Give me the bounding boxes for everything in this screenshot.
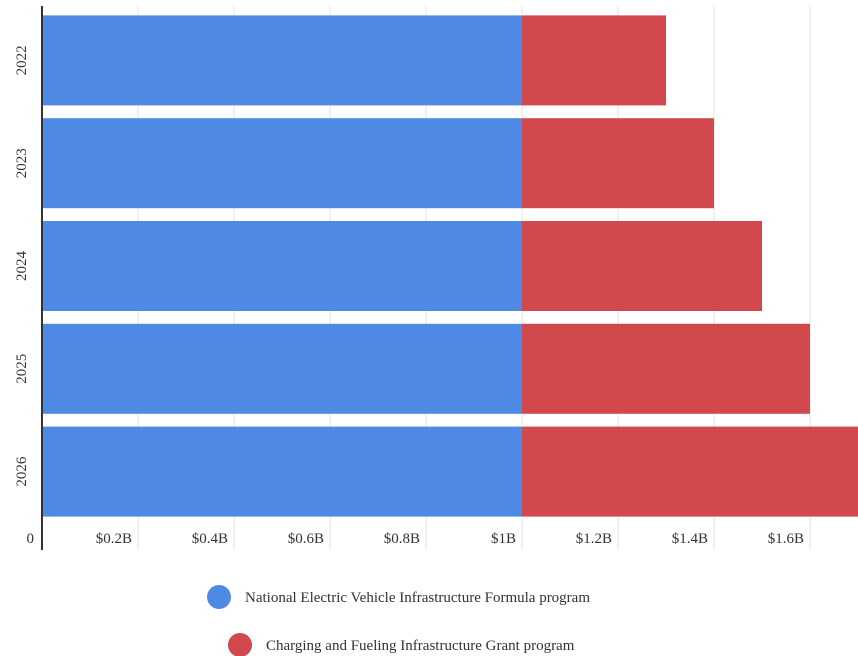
bar-cfi-2023 bbox=[522, 118, 714, 209]
y-tick-labels: 2022 2023 2024 2025 2026 bbox=[14, 45, 30, 486]
x-tick-label: $0.6B bbox=[288, 531, 324, 547]
y-tick-label: 2025 bbox=[14, 354, 30, 384]
legend-marker bbox=[207, 585, 231, 609]
bar-cfi-2025 bbox=[522, 323, 810, 414]
x-tick-label: $1.2B bbox=[576, 531, 612, 547]
legend-marker bbox=[228, 633, 252, 656]
legend-label: Charging and Fueling Infrastructure Gran… bbox=[266, 638, 575, 654]
legend-label: National Electric Vehicle Infrastructure… bbox=[245, 590, 590, 606]
bar-nevi-2025 bbox=[42, 323, 522, 414]
bar-nevi-2023 bbox=[42, 118, 522, 209]
x-tick-label: $1.4B bbox=[672, 531, 708, 547]
bar-nevi-2024 bbox=[42, 221, 522, 311]
x-tick-label: $0.4B bbox=[192, 531, 228, 547]
x-tick-label: $1.6B bbox=[768, 531, 804, 547]
bar-cfi-2022 bbox=[522, 15, 666, 106]
x-tick-label: $0.2B bbox=[96, 531, 132, 547]
y-tick-label: 2023 bbox=[14, 148, 30, 178]
x-tick-label: 0 bbox=[27, 531, 35, 547]
x-tick-labels: 0 $0.2B $0.4B $0.6B $0.8B $1B $1.2B $1.4B $1.6B bbox=[27, 531, 805, 547]
y-tick-label: 2022 bbox=[14, 45, 30, 75]
bar-cfi-2026 bbox=[522, 426, 858, 517]
bar-cfi-2024 bbox=[522, 221, 762, 311]
legend: National Electric Vehicle Infrastructure… bbox=[207, 585, 590, 656]
bar-nevi-2026 bbox=[42, 426, 522, 517]
bar-nevi-2022 bbox=[42, 15, 522, 106]
x-tick-label: $0.8B bbox=[384, 531, 420, 547]
x-tick-label: $1B bbox=[491, 531, 516, 547]
y-tick-label: 2024 bbox=[14, 251, 30, 282]
bars bbox=[42, 15, 858, 517]
y-tick-label: 2026 bbox=[14, 456, 30, 487]
